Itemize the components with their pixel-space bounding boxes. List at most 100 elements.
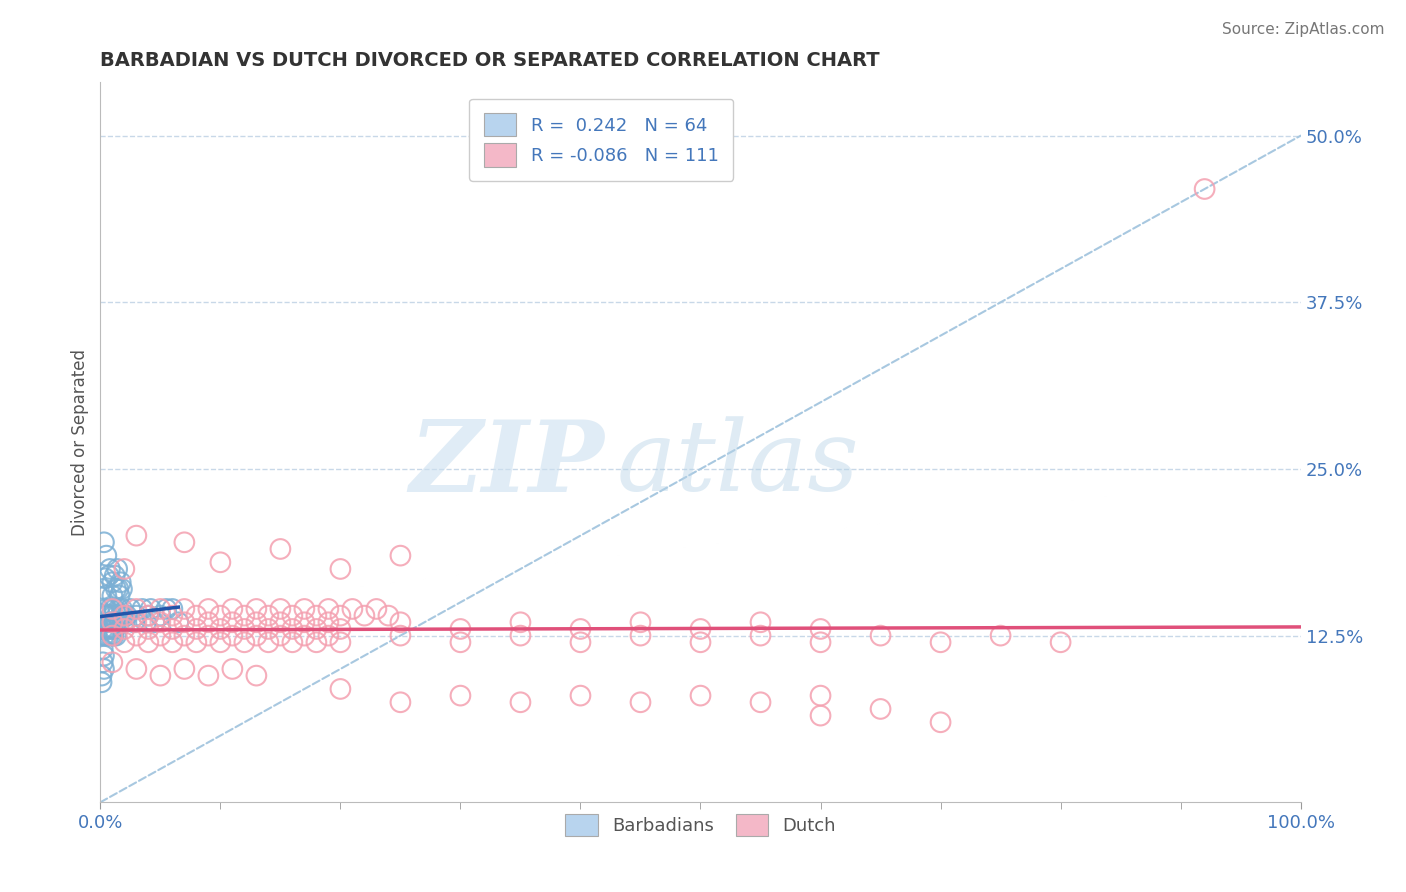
Point [104,629,127,643]
Point [221,615,243,630]
Point [389,695,412,709]
Point [569,689,592,703]
Point [104,615,127,630]
Point [569,635,592,649]
Point [245,615,267,630]
Point [112,622,135,636]
Point [173,602,195,616]
Point [269,541,291,556]
Point [105,562,128,576]
Point [93,535,115,549]
Point [90,668,112,682]
Point [91,655,114,669]
Point [630,615,652,630]
Point [929,635,952,649]
Point [93,662,115,676]
Point [125,528,148,542]
Point [245,602,267,616]
Point [110,575,132,590]
Point [125,608,148,623]
Point [353,608,375,623]
Point [96,629,118,643]
Point [294,629,316,643]
Point [294,602,316,616]
Point [138,635,160,649]
Point [366,602,388,616]
Point [125,615,148,630]
Point [305,635,328,649]
Point [689,622,711,636]
Point [197,629,219,643]
Point [162,608,184,623]
Point [209,622,232,636]
Point [101,615,124,630]
Text: BARBADIAN VS DUTCH DIVORCED OR SEPARATED CORRELATION CHART: BARBADIAN VS DUTCH DIVORCED OR SEPARATED… [100,51,880,70]
Point [103,629,125,643]
Point [509,629,531,643]
Y-axis label: Divorced or Separated: Divorced or Separated [72,349,89,536]
Point [245,668,267,682]
Point [221,602,243,616]
Point [173,535,195,549]
Point [281,608,304,623]
Point [186,622,208,636]
Point [810,635,832,649]
Point [94,608,117,623]
Point [269,629,291,643]
Point [96,549,118,563]
Point [186,635,208,649]
Point [149,668,172,682]
Point [197,668,219,682]
Point [120,602,142,616]
Point [749,629,772,643]
Point [104,568,127,582]
Point [233,608,256,623]
Point [209,555,232,569]
Point [221,629,243,643]
Point [105,608,128,623]
Point [135,615,157,630]
Point [329,608,352,623]
Point [104,622,127,636]
Point [173,629,195,643]
Point [112,562,135,576]
Point [509,695,531,709]
Point [100,608,122,623]
Point [257,608,280,623]
Point [173,662,195,676]
Point [91,582,114,596]
Point [110,608,132,623]
Point [269,602,291,616]
Point [101,575,124,590]
Point [305,608,328,623]
Point [305,622,328,636]
Point [115,608,138,623]
Point [122,615,145,630]
Point [810,708,832,723]
Text: Source: ZipAtlas.com: Source: ZipAtlas.com [1222,22,1385,37]
Point [1194,182,1216,196]
Point [329,622,352,636]
Point [389,629,412,643]
Point [111,602,134,616]
Point [138,608,160,623]
Point [101,622,124,636]
Point [101,589,124,603]
Point [509,615,531,630]
Point [1049,635,1071,649]
Point [138,622,160,636]
Point [630,629,652,643]
Point [155,602,177,616]
Point [329,681,352,696]
Point [97,615,120,630]
Point [377,608,399,623]
Text: atlas: atlas [616,417,859,511]
Point [294,615,316,630]
Point [112,608,135,623]
Point [101,615,124,630]
Point [101,602,124,616]
Point [173,615,195,630]
Point [749,615,772,630]
Point [389,615,412,630]
Point [749,695,772,709]
